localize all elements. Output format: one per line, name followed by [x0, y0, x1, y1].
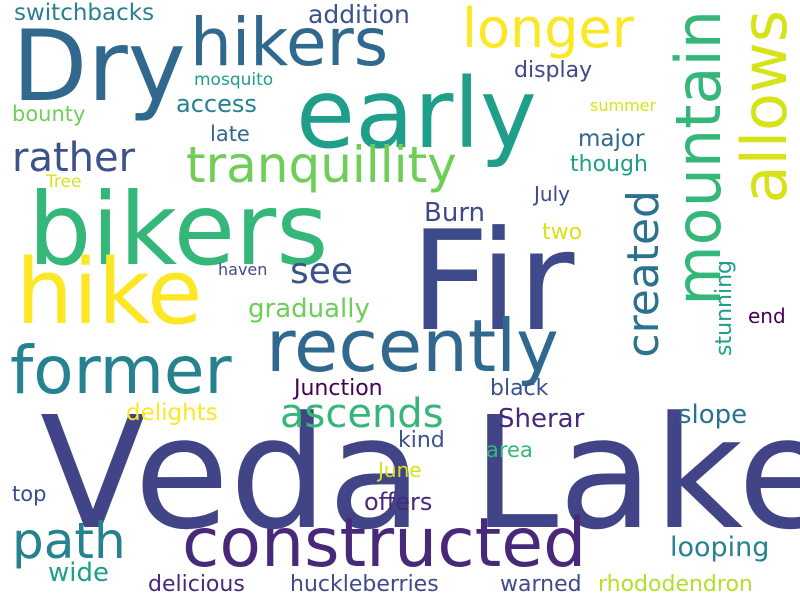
word-addition: addition [308, 0, 410, 29]
word-two: two [542, 220, 583, 245]
word-summer: summer [590, 96, 657, 115]
word-created: created [618, 190, 669, 358]
word-dry: Dry [12, 10, 186, 124]
word-huckleberries: huckleberries [290, 572, 439, 597]
word-ascends: ascends [280, 391, 444, 437]
word-rhododendron: rhododendron [598, 572, 753, 597]
word-display: display [514, 58, 593, 83]
word-path: path [12, 512, 126, 570]
word-top: top [12, 482, 47, 506]
word-delicious: delicious [148, 572, 245, 597]
word-offers: offers [364, 488, 433, 516]
word-delights: delights [126, 400, 218, 426]
word-constructed: constructed [182, 504, 587, 583]
word-veda-lake: Veda Lake [40, 383, 800, 564]
word-sherar: Sherar [498, 404, 585, 434]
word-gradually: gradually [248, 294, 370, 324]
word-access: access [176, 90, 257, 118]
word-longer: longer [462, 0, 634, 60]
word-tranquillity: tranquillity [186, 136, 457, 194]
word-looping: looping [670, 532, 770, 563]
word-july: July [534, 182, 570, 206]
word-though: though [570, 152, 648, 177]
word-mosquito: mosquito [194, 70, 274, 90]
word-hike: hike [16, 240, 203, 345]
word-late: late [210, 122, 250, 146]
word-stunning: stunning [712, 260, 737, 356]
word-allows: allows [728, 10, 800, 204]
word-burn: Burn [424, 198, 486, 228]
word-early: early [296, 58, 537, 170]
word-wide: wide [48, 558, 109, 588]
word-junction: Junction [294, 376, 383, 401]
word-switchbacks: switchbacks [14, 0, 155, 26]
word-bounty: bounty [12, 102, 86, 126]
word-black: black [490, 376, 549, 401]
word-slope: slope [678, 400, 748, 430]
word-former: former [10, 332, 232, 409]
word-warned: warned [500, 572, 582, 597]
word-area: area [486, 438, 533, 462]
word-hikers: hikers [190, 4, 389, 81]
word-fir: Fir [410, 201, 575, 362]
word-see: see [290, 251, 354, 292]
word-end: end [748, 304, 786, 328]
word-haven: haven [218, 260, 268, 279]
word-major: major [578, 126, 645, 152]
word-june: June [378, 458, 422, 482]
word-tree: Tree [46, 172, 82, 192]
word-bikers: bikers [28, 171, 329, 288]
word-recently: recently [266, 304, 559, 388]
word-rather: rather [12, 135, 136, 181]
word-kind: kind [398, 428, 445, 453]
